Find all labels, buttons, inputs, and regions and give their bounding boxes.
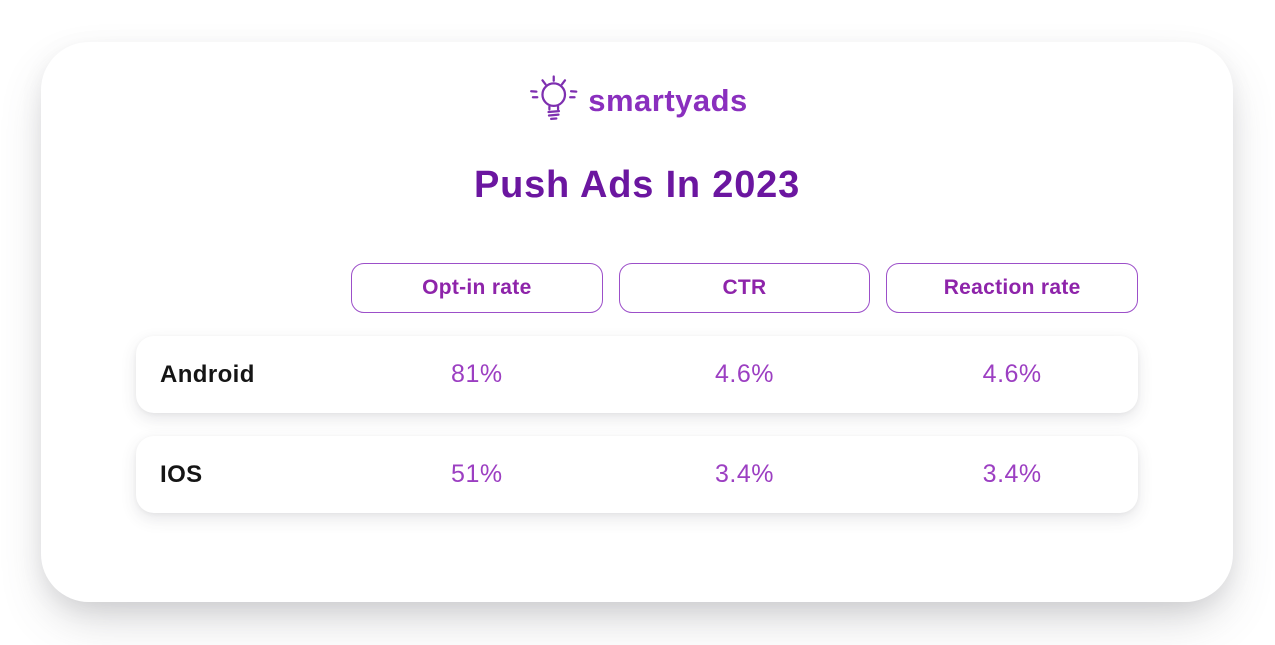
- table-row-android: Android 81% 4.6% 4.6%: [136, 336, 1138, 413]
- stats-table: Opt-in rate CTR Reaction rate Android 81…: [136, 263, 1138, 513]
- platform-label: Android: [160, 360, 255, 388]
- lightbulb-icon: [530, 75, 578, 121]
- brand-logo: smartyads: [41, 42, 1233, 126]
- table-header-row: Opt-in rate CTR Reaction rate: [136, 263, 1138, 313]
- ios-reaction-rate-value: 3.4%: [982, 460, 1042, 488]
- android-opt-in-rate-value: 81%: [451, 360, 503, 388]
- column-header-ctr: CTR: [618, 263, 871, 313]
- ios-opt-in-rate-value: 51%: [451, 460, 503, 488]
- infographic-card: smartyads Push Ads In 2023 Opt-in rate C…: [41, 42, 1233, 602]
- ios-ctr-value: 3.4%: [715, 460, 774, 488]
- android-ctr-value: 4.6%: [715, 360, 774, 388]
- platform-label: IOS: [160, 460, 203, 488]
- page-title: Push Ads In 2023: [473, 164, 801, 206]
- table-row-ios: IOS 51% 3.4% 3.4%: [136, 436, 1138, 513]
- column-header-reaction-rate: Reaction rate: [886, 263, 1138, 313]
- column-header-opt-in-rate: Opt-in rate: [351, 263, 603, 313]
- brand-name: smartyads: [588, 83, 748, 118]
- android-reaction-rate-value: 4.6%: [982, 360, 1042, 388]
